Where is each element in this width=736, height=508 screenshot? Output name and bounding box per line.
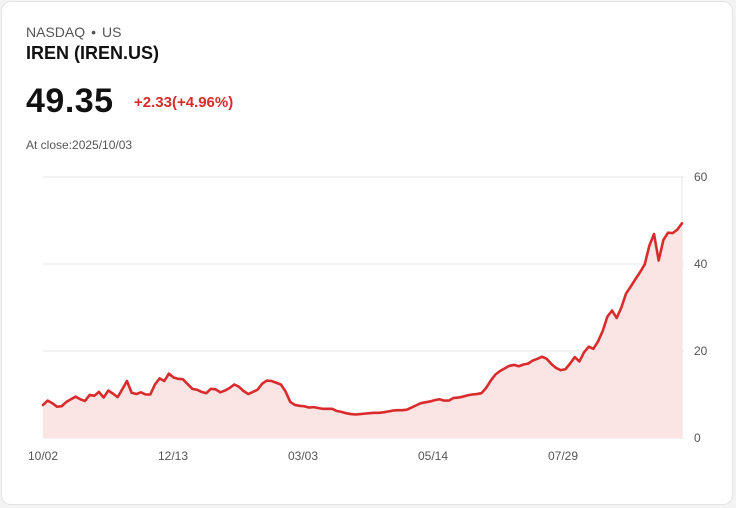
price-line[interactable] bbox=[41, 222, 684, 416]
x-tick-label: 03/03 bbox=[288, 449, 318, 463]
price-change: +2.33(+4.96%) bbox=[134, 94, 234, 111]
x-tick-label: 07/29 bbox=[548, 449, 578, 463]
x-tick-label: 12/13 bbox=[158, 449, 188, 463]
exchange-name: NASDAQ bbox=[26, 24, 86, 40]
y-tick-label: 20 bbox=[694, 344, 708, 358]
y-axis-ticks: 60 40 20 0 bbox=[694, 170, 708, 445]
exchange-line: NASDAQ • US bbox=[26, 24, 121, 40]
price-area-fill bbox=[43, 223, 682, 438]
y-tick-label: 60 bbox=[694, 170, 708, 184]
y-tick-label: 0 bbox=[694, 431, 701, 445]
y-tick-label: 40 bbox=[694, 257, 708, 271]
region-label: US bbox=[102, 24, 122, 40]
stock-name: IREN (IREN.US) bbox=[26, 43, 160, 63]
separator-dot: • bbox=[91, 24, 97, 40]
close-date-label: At close:2025/10/03 bbox=[26, 138, 133, 152]
last-price: 49.35 bbox=[26, 82, 114, 120]
x-tick-label: 10/02 bbox=[28, 449, 58, 463]
x-tick-label: 05/14 bbox=[418, 449, 448, 463]
x-axis-ticks: 10/02 12/13 03/03 05/14 07/29 bbox=[28, 449, 578, 463]
